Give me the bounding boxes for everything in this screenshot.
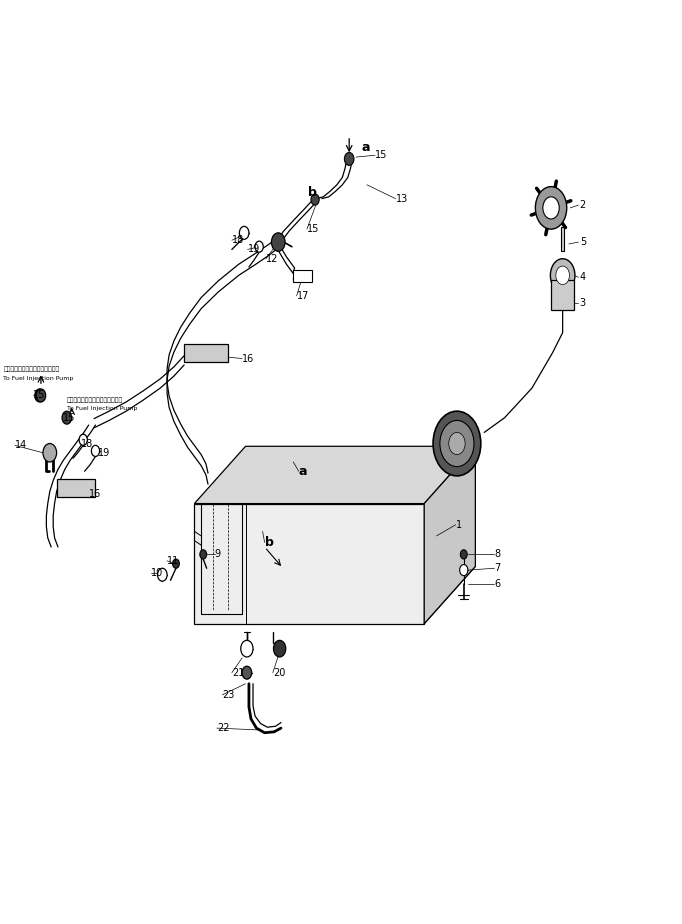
Circle shape bbox=[91, 445, 100, 456]
Circle shape bbox=[35, 389, 44, 402]
Circle shape bbox=[158, 568, 167, 581]
Text: 17: 17 bbox=[297, 291, 309, 300]
Text: 15: 15 bbox=[33, 391, 45, 400]
Polygon shape bbox=[424, 446, 475, 624]
Bar bbox=[293, 270, 312, 282]
Text: 9: 9 bbox=[215, 550, 221, 559]
Text: 13: 13 bbox=[396, 194, 408, 203]
Circle shape bbox=[36, 389, 46, 402]
Circle shape bbox=[556, 266, 569, 285]
Text: 18: 18 bbox=[80, 439, 93, 448]
Text: 14: 14 bbox=[15, 441, 27, 450]
Circle shape bbox=[271, 233, 285, 251]
Text: 18: 18 bbox=[232, 236, 244, 245]
Circle shape bbox=[273, 640, 286, 657]
Circle shape bbox=[43, 444, 57, 462]
Text: To Fuel Injection Pump: To Fuel Injection Pump bbox=[3, 376, 74, 382]
Text: 4: 4 bbox=[580, 273, 586, 282]
Text: 16: 16 bbox=[242, 354, 254, 363]
Polygon shape bbox=[424, 446, 475, 624]
Text: 1: 1 bbox=[456, 520, 462, 529]
Polygon shape bbox=[194, 504, 424, 624]
Bar bbox=[561, 227, 564, 251]
Text: 19: 19 bbox=[98, 448, 110, 457]
Text: 15: 15 bbox=[375, 151, 387, 160]
Text: b: b bbox=[265, 536, 273, 549]
Text: 15: 15 bbox=[307, 225, 319, 234]
Circle shape bbox=[440, 420, 474, 467]
Text: 21: 21 bbox=[232, 668, 244, 677]
Circle shape bbox=[344, 152, 354, 165]
Text: 8: 8 bbox=[494, 550, 501, 559]
Circle shape bbox=[543, 197, 559, 219]
Text: 23: 23 bbox=[222, 690, 235, 699]
Polygon shape bbox=[194, 446, 475, 504]
Text: 12: 12 bbox=[266, 254, 278, 263]
Text: フェルインジェクションポンプへ: フェルインジェクションポンプへ bbox=[67, 397, 123, 403]
Circle shape bbox=[241, 640, 253, 657]
Circle shape bbox=[255, 241, 263, 252]
Circle shape bbox=[550, 259, 575, 292]
Text: 20: 20 bbox=[273, 668, 285, 677]
Text: 10: 10 bbox=[151, 568, 164, 578]
Circle shape bbox=[242, 666, 252, 679]
Text: 5: 5 bbox=[580, 237, 586, 247]
Circle shape bbox=[449, 432, 465, 455]
Text: 19: 19 bbox=[248, 245, 260, 254]
Text: 2: 2 bbox=[580, 201, 586, 210]
Text: a: a bbox=[299, 465, 307, 478]
Circle shape bbox=[239, 226, 249, 239]
Text: b: b bbox=[308, 186, 317, 199]
Text: フェルインジェクションポンプへ: フェルインジェクションポンプへ bbox=[3, 367, 59, 372]
Bar bbox=[552, 270, 573, 281]
Text: 16: 16 bbox=[89, 490, 101, 499]
Circle shape bbox=[200, 550, 207, 559]
Circle shape bbox=[460, 565, 468, 576]
Circle shape bbox=[173, 559, 179, 568]
Text: 7: 7 bbox=[494, 564, 501, 573]
Circle shape bbox=[460, 550, 467, 559]
Text: 15: 15 bbox=[63, 413, 75, 422]
Circle shape bbox=[433, 411, 481, 476]
Circle shape bbox=[62, 411, 72, 424]
Bar bbox=[57, 479, 95, 497]
Text: 3: 3 bbox=[580, 298, 586, 308]
Circle shape bbox=[535, 187, 567, 229]
Circle shape bbox=[311, 194, 319, 205]
Text: To Fuel Injection Pump: To Fuel Injection Pump bbox=[67, 406, 137, 411]
Bar bbox=[184, 344, 228, 362]
Text: 11: 11 bbox=[167, 556, 179, 565]
Text: 6: 6 bbox=[494, 579, 501, 589]
Text: 22: 22 bbox=[217, 723, 229, 733]
Bar bbox=[551, 280, 574, 310]
Circle shape bbox=[79, 434, 87, 445]
Text: a: a bbox=[361, 141, 370, 154]
